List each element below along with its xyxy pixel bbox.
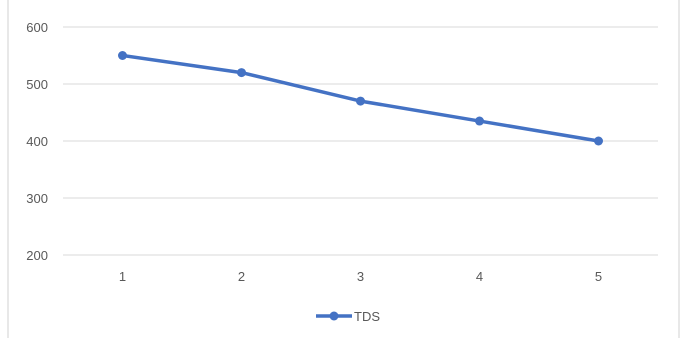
x-axis-ticks: 1 2 3 4 5 [119, 269, 602, 284]
legend-point-marker [329, 311, 339, 321]
y-tick-label: 300 [26, 191, 48, 206]
x-tick-label: 4 [476, 269, 483, 284]
legend: TDS [316, 309, 380, 324]
data-point [356, 96, 365, 106]
y-tick-label: 400 [26, 134, 48, 149]
data-point [475, 116, 484, 126]
y-tick-label: 600 [26, 20, 48, 35]
x-tick-label: 2 [238, 269, 245, 284]
x-tick-label: 1 [119, 269, 126, 284]
data-point [594, 136, 603, 146]
x-tick-label: 3 [357, 269, 364, 284]
data-point [237, 68, 246, 78]
gridlines [63, 26, 658, 256]
x-tick-label: 5 [595, 269, 602, 284]
y-tick-label: 200 [26, 248, 48, 263]
legend-label: TDS [354, 309, 380, 324]
y-axis-ticks: 200 300 400 500 600 [26, 20, 48, 263]
y-tick-label: 500 [26, 77, 48, 92]
series-layer [118, 51, 603, 146]
data-point [118, 51, 127, 60]
